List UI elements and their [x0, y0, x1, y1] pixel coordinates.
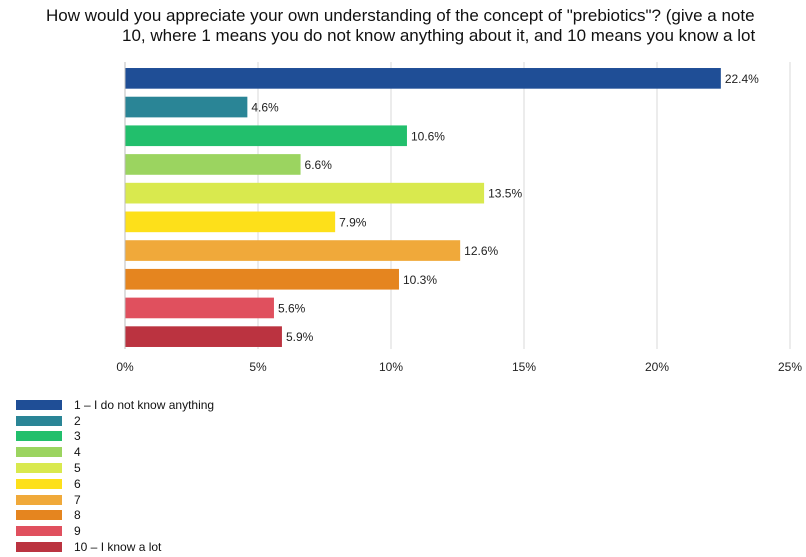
data-label: 5.9%: [286, 330, 314, 344]
legend-item: 2: [16, 413, 214, 429]
x-tick-label: 15%: [512, 360, 536, 374]
legend-swatch: [16, 431, 62, 442]
legend-label: 7: [74, 492, 81, 507]
legend-label: 3: [74, 429, 81, 444]
data-label: 10.6%: [411, 129, 445, 143]
legend-label: 10 – I know a lot: [74, 540, 162, 555]
bar: [125, 182, 485, 204]
bar: [125, 326, 282, 347]
legend-swatch: [16, 447, 62, 458]
legend-item: 3: [16, 429, 214, 445]
x-tick-label: 25%: [778, 360, 802, 374]
data-label: 12.6%: [464, 244, 498, 258]
chart-legend: 1 – I do not know anything 2 3 4 5 6 7 8 9 10 – I…: [16, 397, 214, 555]
legend-swatch: [16, 415, 62, 426]
data-label: 5.6%: [278, 301, 306, 315]
x-tick-label: 5%: [249, 360, 267, 374]
legend-swatch: [16, 494, 62, 505]
data-label: 4.6%: [251, 101, 279, 115]
bar: [125, 240, 461, 261]
data-label: 10.3%: [403, 273, 437, 287]
data-label: 13.5%: [488, 187, 522, 201]
legend-item: 5: [16, 460, 214, 476]
x-tick-label: 0%: [116, 360, 134, 374]
chart-title-line-1: How would you appreciate your own unders…: [46, 6, 755, 25]
chart-title-line-2: 10, where 1 means you do not know anythi…: [122, 26, 756, 45]
bar: [125, 68, 721, 89]
legend-item: 1 – I do not know anything: [16, 397, 214, 413]
bar: [125, 297, 274, 319]
legend-swatch: [16, 399, 62, 410]
bar: [125, 211, 336, 233]
legend-label: 8: [74, 508, 81, 523]
legend-label: 9: [74, 524, 81, 539]
bar-chart: 0% 5% 10% 15% 20% 25% 22.4% 4.6% 10.6% 6.6% 13.5% 7…: [116, 62, 802, 374]
legend-swatch: [16, 463, 62, 474]
bar: [125, 154, 301, 175]
legend-item: 7: [16, 492, 214, 508]
x-tick-label: 20%: [645, 360, 669, 374]
legend-label: 6: [74, 476, 81, 491]
legend-swatch: [16, 478, 62, 489]
legend-label: 2: [74, 413, 81, 428]
data-label: 6.6%: [305, 158, 333, 172]
data-label: 22.4%: [725, 72, 759, 86]
legend-item: 8: [16, 508, 214, 524]
legend-swatch: [16, 542, 62, 553]
legend-item: 4: [16, 444, 214, 460]
bar: [125, 96, 248, 118]
legend-label: 1 – I do not know anything: [74, 397, 215, 412]
legend-item: 9: [16, 523, 214, 539]
legend-swatch: [16, 526, 62, 537]
bar: [125, 268, 399, 290]
legend-item: 6: [16, 476, 214, 492]
legend-item: 10 – I know a lot: [16, 539, 214, 555]
legend-label: 4: [74, 445, 81, 460]
legend-label: 5: [74, 461, 81, 476]
x-tick-label: 10%: [379, 360, 403, 374]
data-label: 7.9%: [339, 215, 367, 229]
legend-swatch: [16, 510, 62, 521]
bar: [125, 125, 407, 147]
